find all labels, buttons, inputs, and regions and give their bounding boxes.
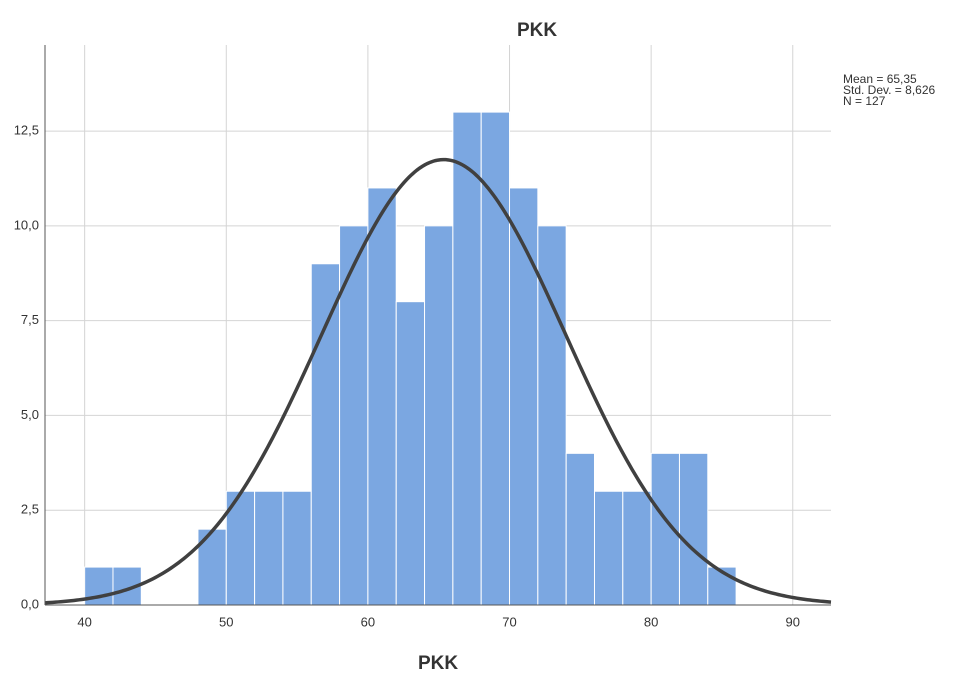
x-tick-label: 60 (361, 614, 375, 629)
bar (593, 490, 624, 606)
x-tick-label: 90 (786, 614, 800, 629)
stat-label: Mean = 65,35 (843, 72, 917, 86)
bar (282, 490, 312, 606)
y-tick-label: 12,5 (14, 123, 39, 138)
y-tick-label: 0,0 (21, 596, 39, 611)
chart-title: PKK (517, 20, 557, 41)
x-tick-label: 80 (644, 614, 658, 629)
x-tick-label: 70 (502, 614, 516, 629)
x-tick-label: 50 (219, 614, 233, 629)
y-tick-label: 10,0 (14, 217, 39, 232)
bar (622, 490, 652, 606)
normal-curve (44, 157, 832, 605)
bar (678, 452, 709, 606)
bar (424, 225, 454, 606)
y-tick-label: 2,5 (21, 502, 39, 517)
y-tick-label: 5,0 (21, 407, 39, 422)
bar (565, 452, 595, 606)
bar (367, 187, 397, 606)
x-axis-label: PKK (418, 653, 458, 674)
bar (310, 263, 341, 606)
bar (452, 111, 482, 606)
bar (254, 490, 284, 606)
bar (395, 301, 426, 606)
y-tick-label: 7,5 (21, 312, 39, 327)
stat-label: N = 127 (843, 94, 886, 108)
bar (537, 225, 567, 606)
bar (509, 187, 539, 606)
stat-label: Std. Dev. = 8,626 (843, 83, 935, 97)
x-tick-label: 40 (77, 614, 91, 629)
